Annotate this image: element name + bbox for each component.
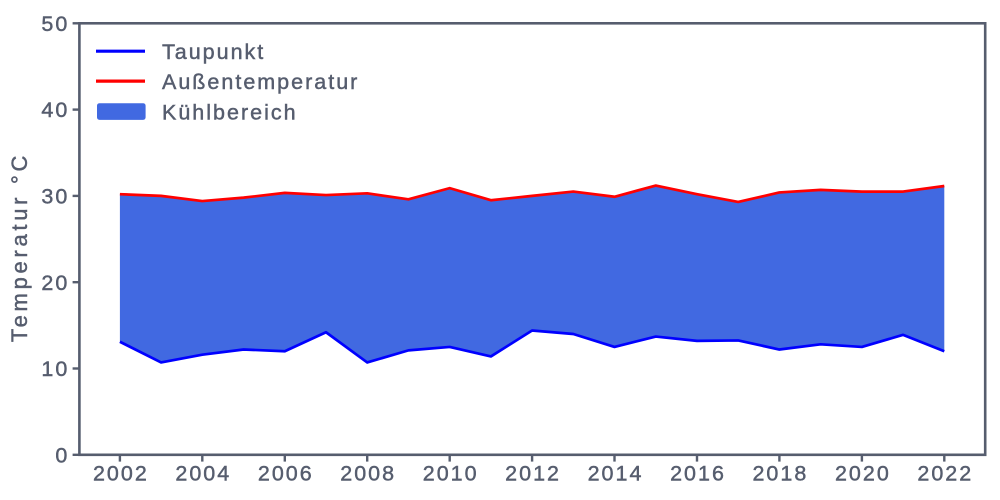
svg-text:Temperatur °C: Temperatur °C xyxy=(7,152,32,342)
svg-text:2012: 2012 xyxy=(505,462,561,486)
svg-text:0: 0 xyxy=(55,443,69,467)
svg-text:2002: 2002 xyxy=(93,462,149,486)
svg-text:2004: 2004 xyxy=(175,462,231,486)
svg-text:40: 40 xyxy=(41,98,69,122)
svg-text:10: 10 xyxy=(41,357,69,381)
svg-text:20: 20 xyxy=(41,271,69,295)
svg-text:2010: 2010 xyxy=(423,462,479,486)
svg-text:2018: 2018 xyxy=(752,462,808,486)
svg-text:2008: 2008 xyxy=(340,462,396,486)
svg-text:50: 50 xyxy=(41,12,69,36)
svg-text:30: 30 xyxy=(41,185,69,209)
svg-text:Taupunkt: Taupunkt xyxy=(162,40,265,64)
svg-text:2006: 2006 xyxy=(258,462,314,486)
svg-text:Kühlbereich: Kühlbereich xyxy=(162,100,298,124)
svg-text:2016: 2016 xyxy=(670,462,726,486)
svg-text:2014: 2014 xyxy=(588,462,644,486)
svg-text:2022: 2022 xyxy=(917,462,973,486)
svg-text:Außentemperatur: Außentemperatur xyxy=(162,70,359,94)
svg-text:2020: 2020 xyxy=(835,462,891,486)
